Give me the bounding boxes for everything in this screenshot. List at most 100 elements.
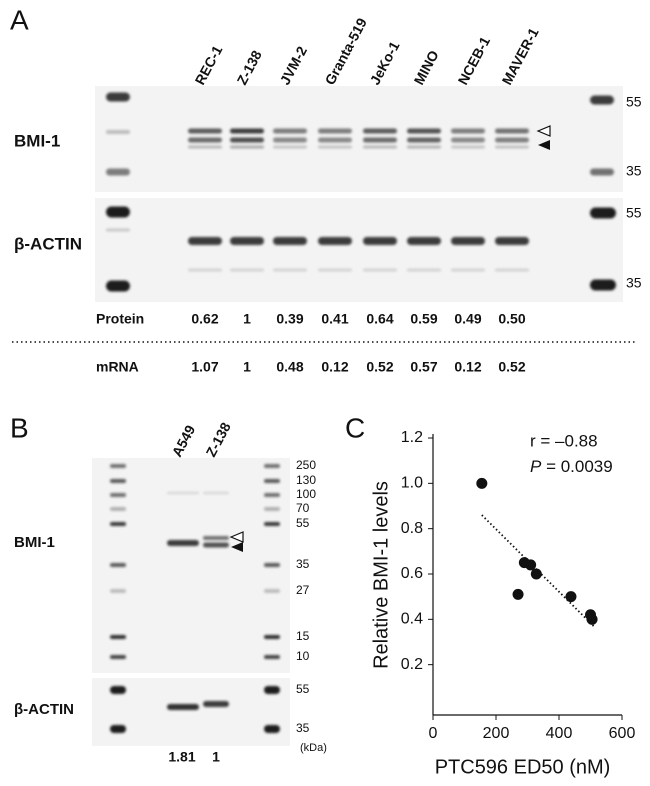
band xyxy=(167,492,199,494)
point xyxy=(525,559,537,571)
y-tick-label: 1.2 xyxy=(401,429,423,446)
filled-arrow xyxy=(538,140,550,150)
band xyxy=(264,522,280,526)
x-tick-label: 200 xyxy=(483,725,510,742)
lane-label: JeKo-1 xyxy=(367,38,403,87)
row-value: 0.12 xyxy=(321,359,348,375)
band xyxy=(203,701,229,707)
band xyxy=(110,589,126,593)
band xyxy=(273,137,307,143)
row-value: 0.62 xyxy=(191,311,218,327)
blot xyxy=(95,86,623,192)
band xyxy=(230,268,264,272)
row-value: 1 xyxy=(243,311,251,327)
band xyxy=(167,540,199,546)
band xyxy=(318,145,352,149)
lane-label: REC-1 xyxy=(192,43,226,88)
annotation-text: = 0.0039 xyxy=(541,457,612,476)
y-tick-label: 0.4 xyxy=(401,611,423,628)
band xyxy=(264,589,280,593)
row-value: 0.12 xyxy=(454,359,481,375)
marker-label: 130 xyxy=(296,473,316,487)
marker-label: 70 xyxy=(296,501,310,515)
lane-label: MINO xyxy=(411,48,442,88)
blot-label: β-ACTIN xyxy=(14,701,74,718)
marker-label: 55 xyxy=(296,516,310,530)
band xyxy=(188,237,222,245)
marker-label: 35 xyxy=(626,275,642,291)
marker-label: 100 xyxy=(296,487,316,501)
band xyxy=(363,128,397,134)
marker-label: 250 xyxy=(296,458,316,472)
marker-label: 10 xyxy=(296,649,310,663)
band xyxy=(106,228,130,232)
band xyxy=(363,137,397,143)
point xyxy=(565,591,577,603)
x-tick-label: 600 xyxy=(609,725,636,742)
x-tick-label: 0 xyxy=(429,725,438,742)
lane-value: 1.81 xyxy=(168,749,195,765)
lane-label: Granta-519 xyxy=(322,15,371,87)
band xyxy=(318,137,352,143)
filled-arrow xyxy=(231,542,243,552)
band xyxy=(407,128,441,134)
annotation-symbol: P xyxy=(530,457,542,476)
band xyxy=(363,237,397,245)
band xyxy=(590,95,614,105)
band xyxy=(106,280,130,292)
row-value: 0.50 xyxy=(498,311,525,327)
band xyxy=(110,493,126,497)
band xyxy=(273,268,307,272)
band xyxy=(273,237,307,245)
band xyxy=(230,237,264,245)
band xyxy=(188,128,222,134)
band xyxy=(264,655,280,659)
annotation: P = 0.0039 xyxy=(530,457,613,476)
panel-label: C xyxy=(345,412,365,443)
y-tick-label: 0.8 xyxy=(401,520,423,537)
band xyxy=(264,507,280,511)
marker-label: 15 xyxy=(296,629,310,643)
band xyxy=(110,686,126,694)
x-tick-label: 400 xyxy=(546,725,573,742)
row-value: 0.39 xyxy=(276,311,303,327)
band xyxy=(110,522,126,526)
band xyxy=(110,479,126,483)
marker-label: 35 xyxy=(626,163,642,179)
panel-label: B xyxy=(10,412,29,443)
unit-label: (kDa) xyxy=(300,742,327,754)
band xyxy=(110,635,126,639)
band xyxy=(495,268,529,272)
point xyxy=(586,613,598,625)
band xyxy=(203,536,229,540)
band xyxy=(264,464,280,468)
row-value: 0.52 xyxy=(498,359,525,375)
band xyxy=(407,237,441,245)
blot-label: β-ACTIN xyxy=(14,234,82,253)
band xyxy=(230,128,264,134)
y-tick-label: 1.0 xyxy=(401,475,423,492)
marker-label: 35 xyxy=(296,721,310,735)
band xyxy=(230,145,264,149)
row-value: 0.49 xyxy=(454,311,481,327)
band xyxy=(451,137,485,143)
band xyxy=(188,137,222,143)
band xyxy=(110,563,126,567)
row-value: 0.41 xyxy=(321,311,348,327)
band xyxy=(273,145,307,149)
lane-label: NCEB-1 xyxy=(455,34,494,88)
band xyxy=(110,507,126,511)
band xyxy=(203,542,229,548)
band xyxy=(451,145,485,149)
row-value: 0.59 xyxy=(410,311,437,327)
row-label: mRNA xyxy=(96,359,139,375)
band xyxy=(495,137,529,143)
band xyxy=(110,725,126,733)
row-value: 0.48 xyxy=(276,359,303,375)
row-value: 0.52 xyxy=(366,359,393,375)
y-tick-label: 0.6 xyxy=(401,565,423,582)
band xyxy=(273,128,307,134)
band xyxy=(451,237,485,245)
lane-label: A549 xyxy=(169,422,199,459)
